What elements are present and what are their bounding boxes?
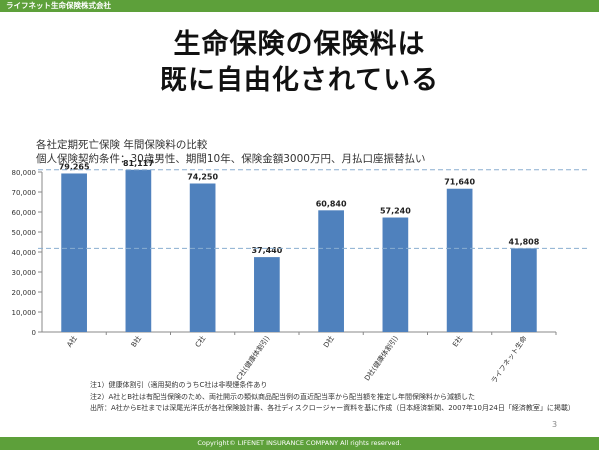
- bar-value-label: 37,440: [251, 246, 282, 255]
- bar-value-label: 60,840: [316, 199, 347, 208]
- x-category-label: D社: [321, 334, 335, 349]
- page-number: 3: [552, 420, 558, 429]
- bar: [254, 257, 280, 332]
- x-category-label: A社: [65, 334, 79, 349]
- x-category-label: E社: [450, 334, 464, 349]
- page-title-line2: 既に自由化されている: [159, 65, 440, 96]
- copyright-text: Copyright© LIFENET INSURANCE COMPANY All…: [197, 439, 402, 447]
- bar: [511, 248, 537, 332]
- x-category-label: B社: [129, 334, 143, 349]
- page-title-line1: 生命保険の保険料は: [173, 29, 426, 60]
- bar-value-label: 57,240: [380, 207, 411, 216]
- chart-subtitle-line2: 個人保険契約条件：30歳男性、期間10年、保険金額3000万円、月払口座振替払い: [36, 153, 426, 165]
- bar-value-label: 71,640: [444, 178, 475, 187]
- bar-value-label: 74,250: [187, 173, 218, 182]
- bar-value-label: 41,808: [508, 237, 539, 246]
- bar-chart: 0 10,000 20,000 30,000 40,000 50,000 60,000 70,…: [12, 160, 588, 385]
- footnote-1: 注1）健康体割引（適用契約のうちC社は非喫煙条件あり: [90, 381, 268, 389]
- y-tick-label: 0: [32, 329, 36, 337]
- y-tick-label: 80,000: [12, 169, 37, 177]
- x-category-label: C社: [193, 334, 207, 349]
- bar: [446, 188, 473, 332]
- y-tick-label: 10,000: [12, 309, 37, 317]
- x-category-label: ライフネット生命: [489, 334, 528, 385]
- header-bar: [0, 0, 599, 12]
- bar: [61, 173, 87, 332]
- bar-value-label: 81,117: [123, 160, 154, 168]
- chart-subtitle-line1: 各社定期死亡保険 年間保険料の比較: [36, 139, 208, 151]
- bar-value-label: 79,265: [59, 162, 90, 171]
- y-tick-label: 60,000: [12, 209, 37, 217]
- footer-bar: [0, 437, 599, 450]
- x-category-label: D社(健康体割引): [362, 334, 400, 383]
- y-tick-label: 50,000: [12, 229, 37, 237]
- source-note: 出所：A社からE社までは深尾光洋氏が各社保険設計書、各社ディスクロージャー資料を…: [90, 404, 575, 412]
- y-tick-label: 30,000: [12, 269, 37, 277]
- footnote-2: 注2）A社とB社は有配当保険のため、両社開示の類似商品配当例の直近配当率から配当…: [90, 393, 476, 401]
- y-tick-label: 40,000: [12, 249, 37, 257]
- bar: [318, 210, 344, 332]
- x-category-label: C社(健康体割引): [234, 334, 272, 382]
- y-tick-label: 70,000: [12, 189, 37, 197]
- bar: [382, 217, 409, 332]
- company-name: ライフネット生命保険株式会社: [6, 1, 111, 10]
- y-tick-label: 20,000: [12, 289, 37, 297]
- bar: [125, 169, 152, 332]
- bar: [189, 183, 216, 332]
